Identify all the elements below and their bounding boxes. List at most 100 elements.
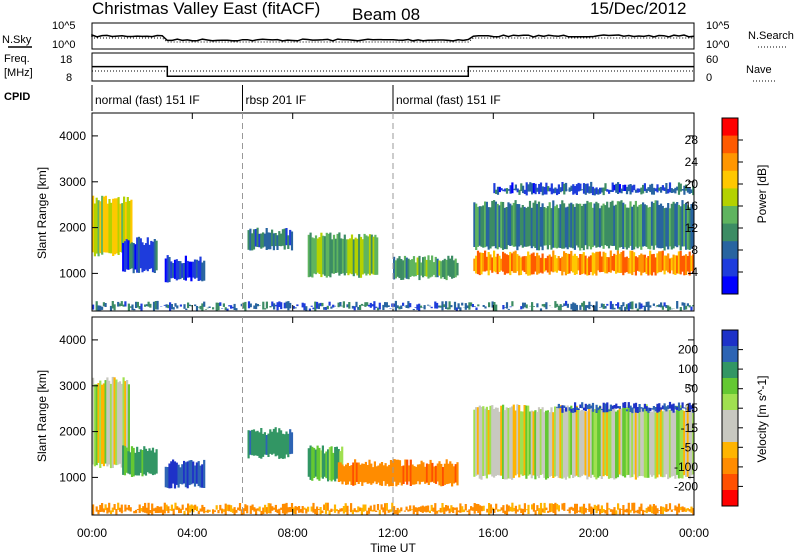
colorbar-swatch: [722, 474, 738, 491]
echo-cell: [389, 308, 391, 309]
echo-cell: [203, 460, 205, 488]
echo-cell: [179, 467, 181, 484]
echo-cell: [201, 464, 203, 488]
power-ylabel: Slant Range [km]: [35, 167, 49, 259]
echo-cell: [545, 302, 547, 309]
echo-cell: [212, 307, 214, 309]
echo-cell: [289, 303, 291, 309]
echo-cell: [103, 197, 105, 253]
x-tick-label: 16:00: [478, 526, 508, 540]
echo-cell: [194, 305, 196, 307]
echo-cell: [377, 504, 379, 510]
echo-cell: [477, 304, 479, 306]
echo-cell: [183, 511, 185, 515]
echo-cell: [606, 304, 608, 306]
colorbar-tick-label: 50: [685, 382, 699, 396]
colorbar-swatch: [722, 206, 738, 224]
echo-cell: [287, 235, 289, 249]
x-tick-label: 20:00: [579, 526, 609, 540]
frequency-panel: Freq. [MHz] 18 8 60 0 Nave: [4, 53, 775, 84]
echo-cell: [359, 305, 361, 310]
y-tick-label: 2000: [59, 221, 86, 235]
echo-cell: [334, 306, 336, 307]
echo-cell: [329, 302, 331, 306]
x-tick-label: 00:00: [77, 526, 107, 540]
echo-cell: [526, 304, 528, 308]
y-tick-label: 1000: [59, 470, 86, 484]
echo-cell: [558, 505, 560, 511]
echo-cell: [221, 308, 223, 309]
echo-cell: [180, 305, 182, 307]
echo-cell: [484, 306, 486, 308]
colorbar-swatch: [722, 136, 738, 154]
echo-cell: [631, 301, 633, 309]
echo-cell: [172, 263, 174, 278]
colorbar-swatch: [722, 410, 738, 427]
echo-cell: [615, 510, 617, 514]
echo-cell: [488, 302, 490, 307]
x-axis-label: Time UT: [370, 541, 416, 554]
echo-cell: [216, 505, 218, 510]
echo-cell: [110, 203, 112, 254]
echo-cell: [182, 505, 184, 510]
echo-cell: [179, 261, 181, 279]
echo-cell: [364, 505, 366, 511]
echo-cell: [527, 505, 529, 514]
colorbar-swatch: [722, 330, 738, 347]
echo-cell: [101, 307, 103, 310]
echo-cell: [280, 302, 282, 309]
echo-cell: [690, 307, 692, 311]
echo-cell: [296, 304, 298, 306]
echo-cell: [96, 198, 98, 254]
echo-cell: [311, 306, 313, 307]
colorbar-tick-label: 100: [678, 362, 698, 376]
echo-cell: [576, 305, 578, 310]
colorbar-tick-label: 12: [685, 221, 699, 235]
freq-tick-right-top: 60: [706, 54, 718, 66]
echo-cell: [376, 237, 378, 274]
echo-cell: [592, 403, 594, 412]
echo-cell: [510, 307, 512, 308]
echo-cell: [209, 307, 211, 309]
echo-cell: [535, 510, 537, 515]
echo-cell: [114, 304, 116, 310]
echo-cell: [196, 306, 198, 311]
echo-cell: [217, 510, 219, 513]
echo-cell: [321, 303, 323, 306]
colorbar-swatch: [722, 362, 738, 379]
noise-tick-right-bottom: 10^0: [706, 39, 730, 51]
echo-cell: [105, 303, 107, 307]
echo-cell: [295, 307, 297, 308]
echo-cell: [565, 407, 567, 411]
echo-cell: [424, 305, 426, 309]
cpid-label: CPID: [4, 91, 30, 103]
echo-cell: [219, 302, 221, 306]
echo-cell: [483, 506, 485, 511]
echo-cell: [388, 305, 390, 307]
echo-cell: [671, 510, 673, 512]
echo-cell: [400, 259, 402, 280]
echo-cell: [316, 507, 318, 515]
echo-cell: [259, 507, 261, 512]
sky-noise-line: [92, 35, 694, 41]
colorbar-swatch: [722, 490, 738, 507]
echo-cell: [246, 505, 248, 513]
echo-cell: [355, 302, 357, 307]
echo-cell: [402, 303, 404, 306]
colorbar-swatch: [722, 458, 738, 475]
nsearch-label: N.Search: [748, 30, 794, 42]
echo-cell: [649, 305, 651, 307]
freq-tick-right-bottom: 0: [706, 72, 712, 84]
echo-cell: [244, 302, 246, 311]
echo-cell: [474, 306, 476, 307]
colorbar-swatch: [722, 259, 738, 277]
y-tick-label: 3000: [59, 175, 86, 189]
colorbar-swatch: [722, 378, 738, 395]
echo-cell: [619, 406, 621, 409]
echo-cell: [622, 302, 624, 306]
echo-cell: [533, 306, 535, 307]
echo-cell: [536, 303, 538, 307]
echo-cell: [203, 261, 205, 281]
echo-cell: [291, 432, 293, 454]
